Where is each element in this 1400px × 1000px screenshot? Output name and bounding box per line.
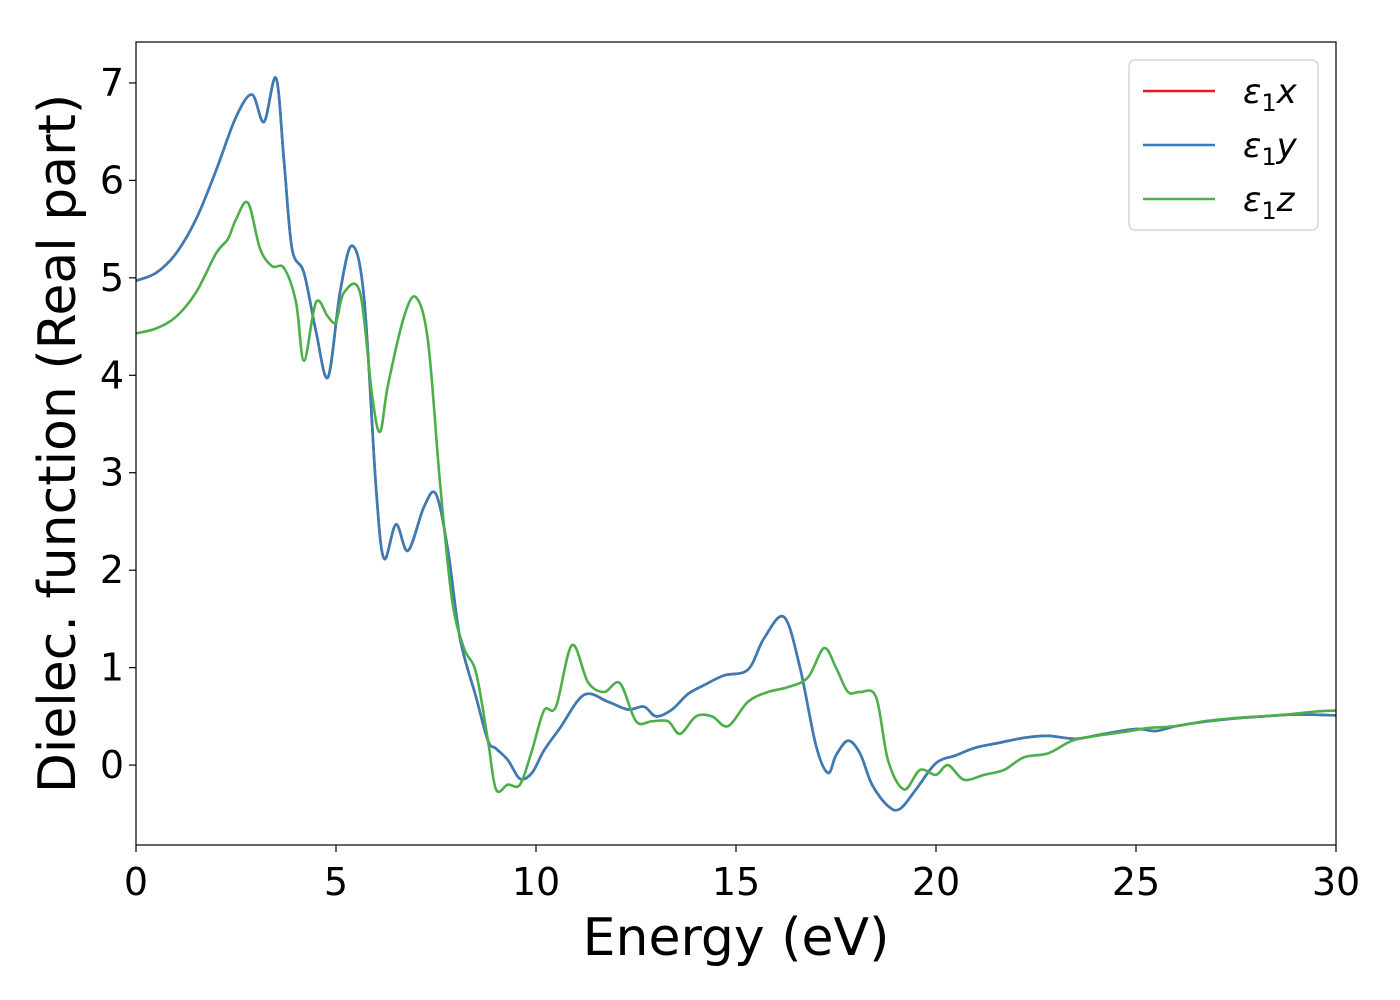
x-tick-label: 5 (324, 860, 348, 904)
y-tick-label: 6 (100, 158, 124, 202)
y-tick-label: 5 (100, 256, 124, 300)
y-tick-label: 3 (100, 451, 124, 495)
legend-label-eps1-z: ε1z (1243, 180, 1296, 225)
series-line-eps1-z (136, 200, 1336, 794)
legend-label-eps1-y: ε1y (1243, 126, 1298, 171)
legend: ε1x ε1y ε1z (1128, 59, 1319, 231)
x-tick-label: 0 (124, 860, 148, 904)
y-axis: 0 1 2 3 4 5 6 7 (100, 61, 136, 787)
y-tick-label: 2 (100, 548, 124, 592)
x-tick-label: 15 (712, 860, 760, 904)
legend-label-eps1-x: ε1x (1243, 72, 1298, 117)
legend-box (1128, 59, 1319, 231)
x-axis-title: Energy (eV) (583, 908, 890, 968)
x-tick-label: 30 (1312, 860, 1360, 904)
y-tick-label: 4 (100, 353, 124, 397)
series-layer (136, 76, 1336, 812)
y-tick-label: 7 (100, 61, 124, 105)
series-line-eps1-y (136, 76, 1336, 812)
x-tick-label: 10 (512, 860, 560, 904)
x-axis: 0 5 10 15 20 25 30 (124, 845, 1360, 904)
x-tick-label: 25 (1112, 860, 1160, 904)
y-tick-label: 1 (100, 646, 124, 690)
x-tick-label: 20 (912, 860, 960, 904)
y-axis-title: Dielec. function (Real part) (28, 94, 88, 793)
y-tick-label: 0 (100, 743, 124, 787)
